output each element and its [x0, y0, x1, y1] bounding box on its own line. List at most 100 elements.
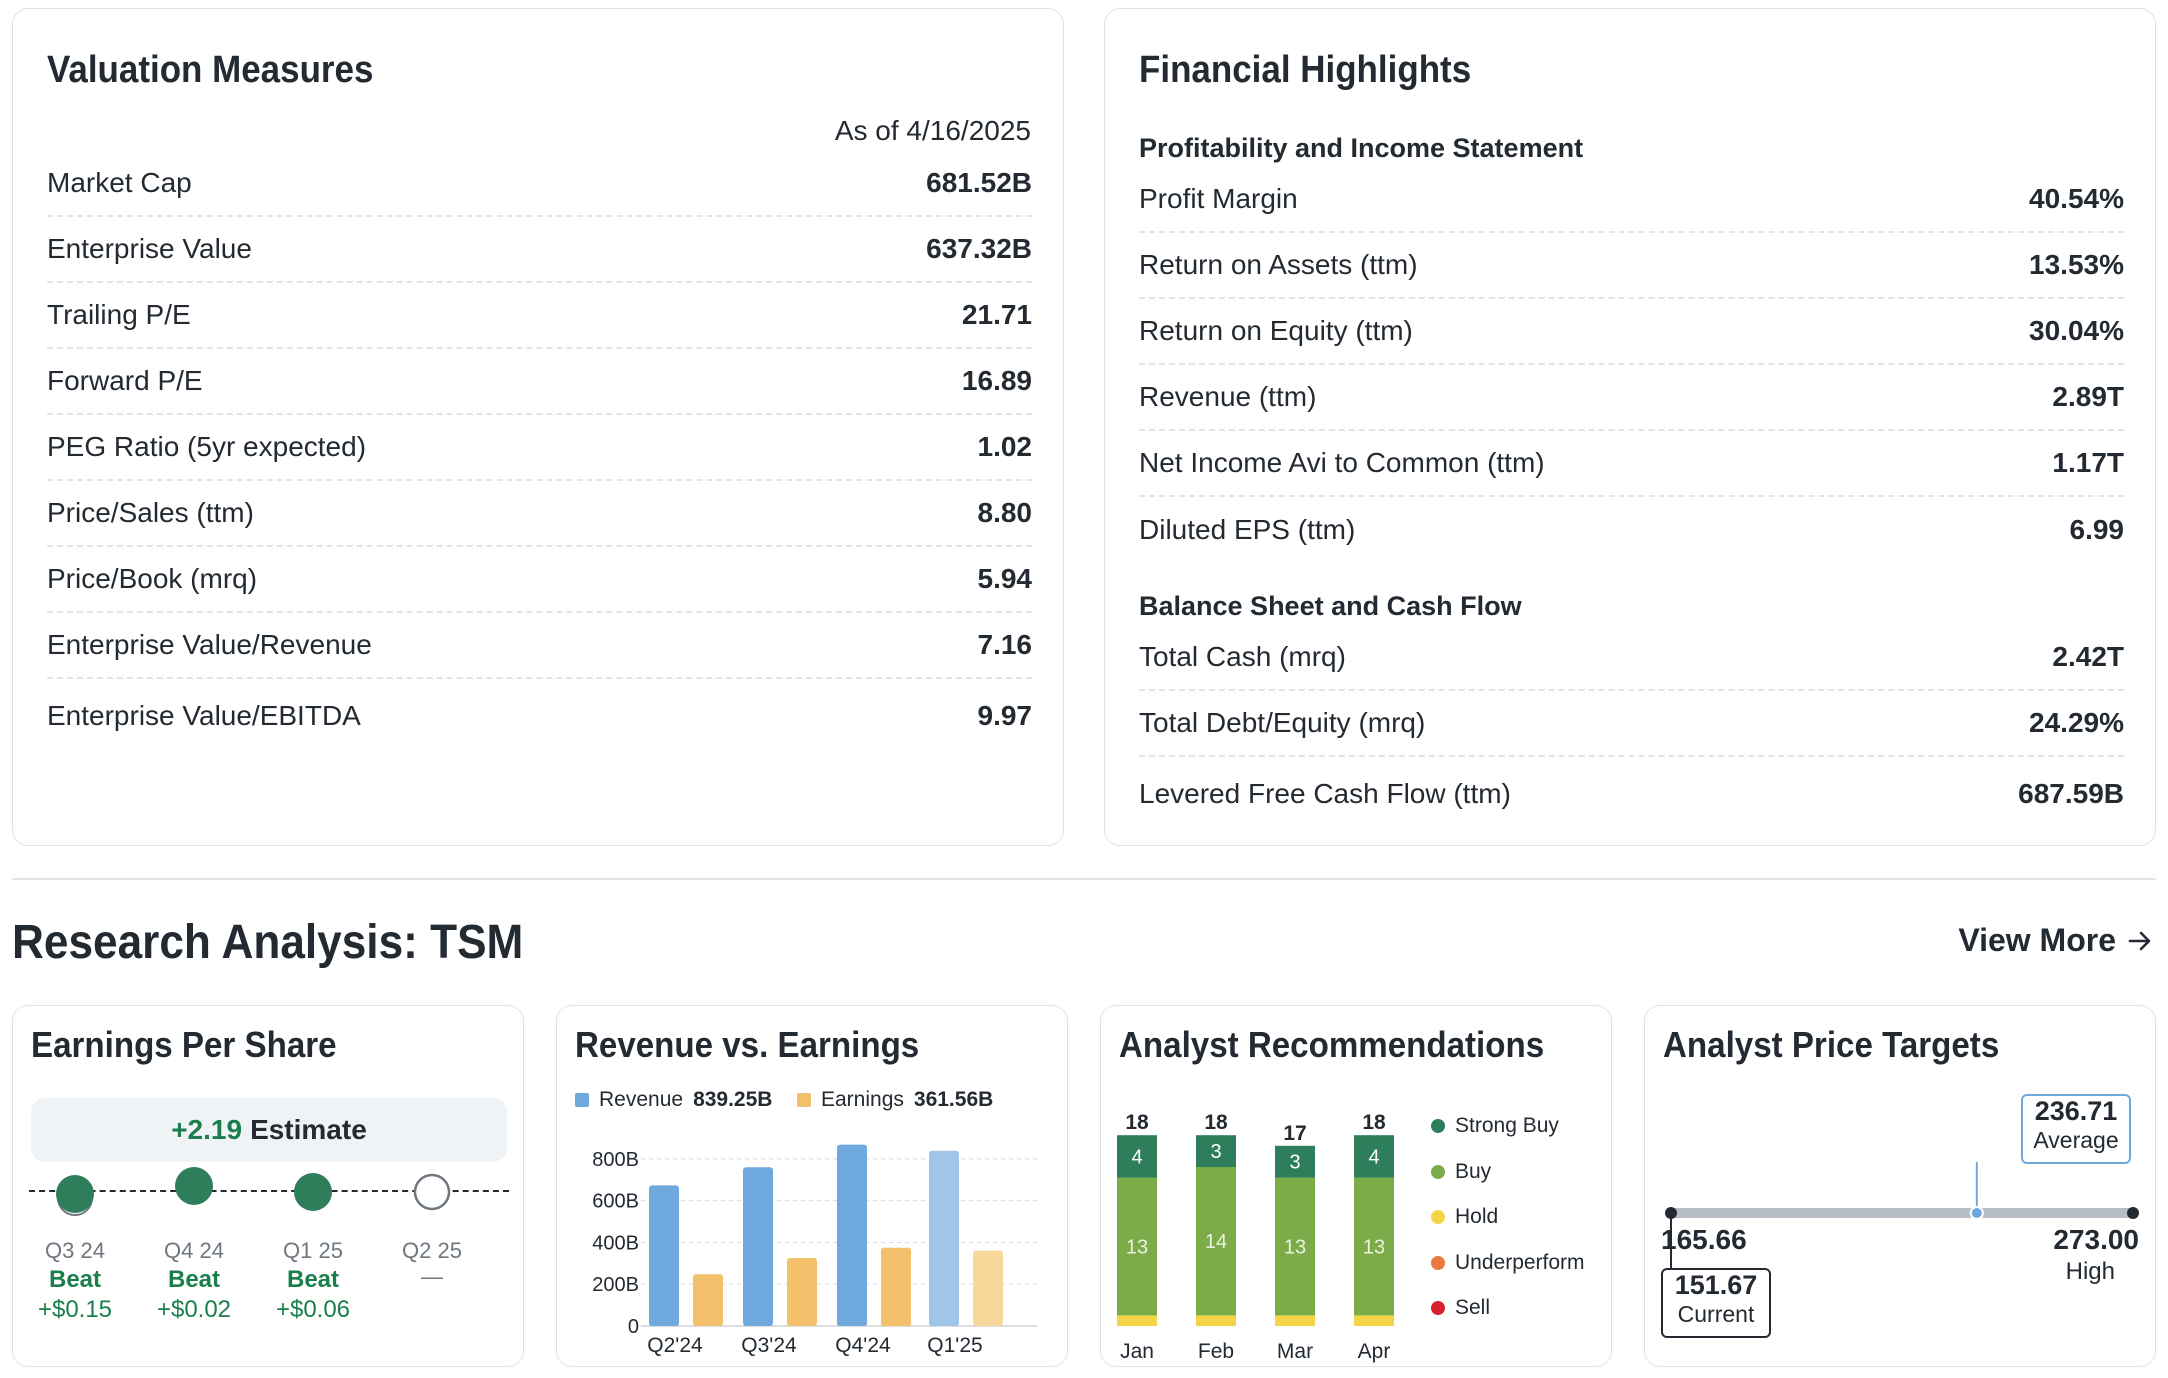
metric-row: Enterprise Value/EBITDA 9.97 — [47, 683, 1032, 749]
revenue-bar[interactable] — [743, 1167, 773, 1326]
recommendation-segment[interactable] — [1275, 1177, 1315, 1316]
eps-card[interactable]: Earnings Per Share +2.19 Estimate Q3 24 B… — [12, 1005, 524, 1367]
metric-label: Profit Margin — [1139, 183, 1298, 214]
recommendation-segment[interactable] — [1117, 1315, 1157, 1326]
metric-row: Diluted EPS (ttm) 6.99 — [1139, 497, 2124, 563]
segment-count-label: 3 — [1210, 1141, 1221, 1163]
research-title: Research Analysis: TSM — [12, 916, 524, 969]
recommendation-segment[interactable] — [1196, 1167, 1236, 1316]
view-more-label: View More — [1958, 922, 2116, 958]
metric-label: Trailing P/E — [47, 299, 191, 330]
as-of-date: As of 4/16/2025 — [834, 115, 1031, 146]
recommendation-segment[interactable] — [1117, 1177, 1157, 1316]
view-more-link[interactable]: View More — [1958, 922, 2154, 959]
metric-row: Trailing P/E 21.71 — [47, 283, 1032, 349]
recommendation-segment[interactable] — [1275, 1315, 1315, 1326]
legend-dot — [1431, 1255, 1445, 1270]
revenue-earnings-chart: 0 200B 400B 600B 800B Q2'24 Q3'24 Q4'24 Q1'25 — [592, 1144, 1037, 1357]
metric-row: Return on Equity (ttm) 30.04% — [1139, 299, 2124, 365]
recommendation-segment[interactable] — [1117, 1135, 1157, 1178]
price-targets-title: Analyst Price Targets — [1663, 1024, 2000, 1065]
metric-value: 687.59B — [2018, 778, 2124, 809]
metric-value: 9.97 — [977, 700, 1033, 731]
valuation-title: Valuation Measures — [47, 49, 374, 91]
segment-count-label: 4 — [1131, 1146, 1142, 1168]
metric-label: Return on Equity (ttm) — [1139, 315, 1413, 346]
eps-estimate-dot[interactable] — [413, 1173, 451, 1211]
revenue-bar[interactable] — [649, 1185, 679, 1326]
eps-result: Beat — [167, 1266, 221, 1293]
section-divider — [12, 878, 2156, 880]
metric-value: 40.54% — [2029, 183, 2124, 214]
metric-value: 1.02 — [977, 431, 1033, 462]
legend-label: Hold — [1455, 1205, 1499, 1228]
eps-actual-dot[interactable] — [56, 1175, 94, 1213]
legend-earnings-name: Earnings — [821, 1088, 904, 1111]
metric-row: Total Debt/Equity (mrq) 24.29% — [1139, 691, 2124, 757]
eps-actual-dot[interactable] — [175, 1167, 213, 1205]
high-target-label: High — [2065, 1258, 2115, 1285]
recommendation-segment[interactable] — [1275, 1145, 1315, 1178]
legend-label: Strong Buy — [1455, 1114, 1559, 1137]
high-marker-dot[interactable] — [2127, 1207, 2139, 1219]
metric-value: 6.99 — [2069, 514, 2125, 545]
current-price-value: 151.67 — [1674, 1270, 1758, 1300]
eps-result: Beat — [48, 1266, 102, 1293]
revenue-swatch — [575, 1093, 589, 1107]
metric-row: Market Cap 681.52B — [47, 151, 1032, 217]
segment-count-label: 13 — [1363, 1237, 1385, 1259]
metric-label: Diluted EPS (ttm) — [1139, 514, 1356, 545]
earnings-swatch — [797, 1093, 811, 1107]
eps-quarter: Q2 25— — [377, 1238, 487, 1290]
x-tick-label: Q2'24 — [647, 1334, 703, 1357]
price-targets-card[interactable]: Analyst Price Targets 236.71 Average 165… — [1644, 1005, 2156, 1367]
eps-surprise: +$0.06 — [275, 1296, 351, 1323]
legend-revenue: Revenue 839.25B — [575, 1088, 772, 1112]
legend-dot — [1431, 1164, 1445, 1179]
recommendation-segment[interactable] — [1196, 1135, 1236, 1167]
metric-value: 1.17T — [2052, 447, 2124, 478]
high-target-value: 273.00 — [2053, 1224, 2139, 1255]
metric-row: Price/Sales (ttm) 8.80 — [47, 481, 1032, 547]
revenue-earnings-card[interactable]: Revenue vs. Earnings Revenue 839.25B Ear… — [556, 1005, 1068, 1367]
average-target-box: 236.71 Average — [2021, 1094, 2131, 1164]
eps-result: Beat — [286, 1266, 340, 1293]
current-price-label: Current — [1677, 1301, 1755, 1328]
revenue-bar[interactable] — [929, 1150, 959, 1326]
month-label: Mar — [1277, 1340, 1313, 1363]
eps-estimate-value: +2.19 — [171, 1114, 243, 1145]
earnings-bar[interactable] — [693, 1274, 723, 1326]
earnings-bar[interactable] — [787, 1258, 817, 1326]
x-tick-label: Q3'24 — [741, 1334, 797, 1357]
revenue-bar[interactable] — [837, 1144, 867, 1326]
earnings-bar[interactable] — [973, 1250, 1003, 1326]
eps-dots — [56, 1167, 451, 1216]
metric-row: Profit Margin 40.54% — [1139, 167, 2124, 233]
recommendation-segment[interactable] — [1354, 1135, 1394, 1178]
metric-value: 7.16 — [977, 629, 1033, 660]
recommendation-segment[interactable] — [1196, 1315, 1236, 1326]
arrow-right-icon — [2128, 931, 2151, 950]
recommendation-segment[interactable] — [1354, 1177, 1394, 1316]
earnings-bar[interactable] — [881, 1247, 911, 1326]
eps-title: Earnings Per Share — [31, 1024, 337, 1065]
segment-count-label: 3 — [1289, 1152, 1300, 1174]
eps-surprise: +$0.15 — [37, 1296, 113, 1323]
metric-label: Enterprise Value/Revenue — [47, 629, 372, 660]
valuation-card: Valuation Measures As of 4/16/2025 Marke… — [12, 8, 1064, 846]
financial-card: Financial Highlights Profitability and I… — [1104, 8, 2156, 846]
eps-quarter: Q1 25 Beat +$0.06 — [258, 1238, 368, 1324]
metric-label: Total Cash (mrq) — [1139, 641, 1346, 672]
recommendations-card[interactable]: Analyst Recommendations 13 4 18 Jan 14 3 18 Feb… — [1100, 1005, 1612, 1367]
revenue-earnings-title: Revenue vs. Earnings — [575, 1024, 920, 1065]
eps-surprise: — — [421, 1264, 443, 1289]
eps-actual-dot[interactable] — [294, 1173, 332, 1211]
recommendations-title: Analyst Recommendations — [1119, 1024, 1545, 1065]
eps-surprise: +$0.02 — [156, 1296, 232, 1323]
eps-quarter-label: Q4 24 — [164, 1238, 224, 1263]
metric-label: Return on Assets (ttm) — [1139, 249, 1418, 280]
recommendation-legend-item: Underperform — [1431, 1251, 1585, 1275]
metric-row: Forward P/E 16.89 — [47, 349, 1032, 415]
recommendation-segment[interactable] — [1354, 1315, 1394, 1326]
average-marker-dot[interactable] — [1969, 1206, 1984, 1220]
